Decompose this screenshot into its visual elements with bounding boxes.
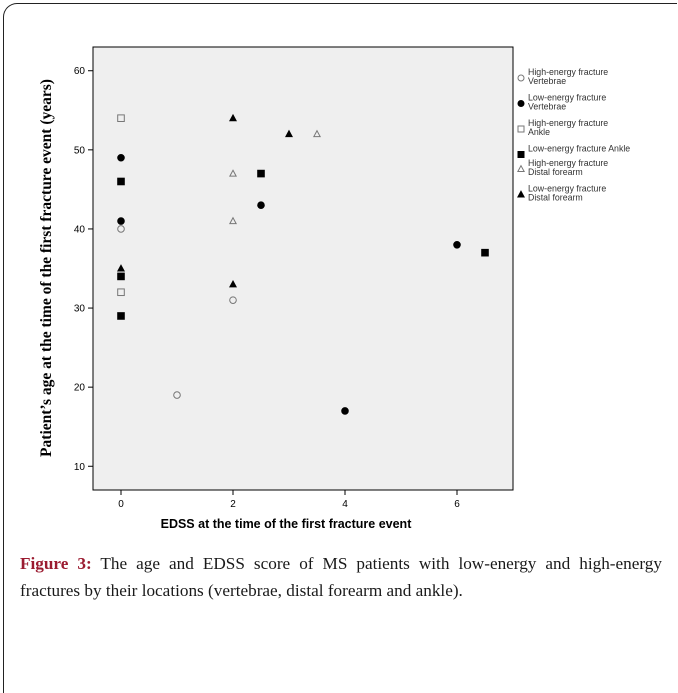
legend-item: Low-energy fracture Vertebrae — [517, 93, 606, 112]
legend-marker — [517, 100, 525, 107]
data-point — [229, 279, 237, 288]
legend-item: Low-energy fracture Distal forearm — [517, 184, 606, 203]
legend-label: Low-energy fracture Vertebrae — [528, 93, 606, 112]
data-point — [117, 177, 125, 186]
data-point — [117, 217, 125, 225]
x-axis-label: EDSS at the time of the first fracture e… — [161, 517, 413, 531]
legend-item: High-energy fracture Vertebrae — [517, 67, 608, 86]
legend-label: High-energy fracture Ankle — [528, 118, 608, 137]
legend-marker — [517, 74, 525, 82]
scatter-chart: 10 20 30 40 50 60 0 2 4 6 Patient’s age at the t… — [38, 46, 630, 531]
data-point — [117, 153, 125, 162]
legend-item: High-energy fracture Distal forearm — [517, 158, 608, 177]
x-tick-label: 6 — [454, 499, 460, 510]
data-point — [117, 288, 125, 297]
legend-item: Low-energy fracture Ankle — [517, 144, 630, 158]
caption-label: Figure 3: — [20, 554, 92, 573]
y-tick-label: 40 — [74, 224, 86, 235]
legend-marker — [517, 164, 525, 173]
data-point — [481, 248, 489, 257]
y-axis-label: Patient’s age at the time of the first f… — [38, 79, 55, 457]
data-point — [117, 272, 125, 281]
data-point — [117, 114, 125, 122]
legend-label: High-energy fracture Vertebrae — [528, 67, 608, 86]
data-point — [229, 113, 237, 122]
y-axis: 10 20 30 40 50 60 — [74, 66, 93, 473]
legend-item: High-energy fracture Ankle — [517, 118, 608, 137]
y-tick-label: 50 — [74, 145, 86, 156]
y-tick-label: 30 — [74, 304, 86, 315]
y-tick-label: 10 — [74, 462, 86, 473]
y-tick-label: 20 — [74, 383, 86, 394]
plot-area — [92, 46, 514, 491]
legend-label: High-energy fracture Distal forearm — [528, 158, 608, 177]
figure-frame — [3, 3, 677, 693]
data-point — [341, 407, 349, 415]
legend-label: Low-energy fracture Distal forearm — [528, 184, 606, 203]
data-point — [117, 225, 125, 233]
x-tick-label: 0 — [118, 499, 124, 510]
figure-caption: Figure 3: The age and EDSS score of MS p… — [20, 550, 662, 604]
legend-marker — [517, 125, 525, 133]
data-point — [257, 169, 265, 178]
legend-marker — [517, 190, 525, 198]
x-tick-label: 2 — [230, 499, 236, 510]
x-axis: 0 2 4 6 — [118, 490, 460, 510]
legend-label: Low-energy fracture Ankle — [528, 144, 630, 154]
data-point — [117, 264, 125, 272]
data-point — [173, 391, 181, 399]
data-point — [229, 296, 237, 304]
y-tick-label: 60 — [74, 66, 86, 77]
legend: High-energy fracture Vertebrae Low-energy … — [517, 67, 630, 203]
x-tick-label: 4 — [342, 499, 348, 510]
data-point — [117, 312, 125, 320]
legend-marker — [517, 151, 525, 158]
caption-text: The age and EDSS score of MS patients wi… — [20, 554, 662, 600]
data-point — [257, 201, 265, 210]
data-points — [117, 113, 489, 415]
data-point — [285, 129, 293, 138]
data-point — [313, 129, 321, 138]
data-point — [229, 216, 237, 225]
data-point — [453, 240, 461, 249]
data-point — [229, 169, 237, 177]
